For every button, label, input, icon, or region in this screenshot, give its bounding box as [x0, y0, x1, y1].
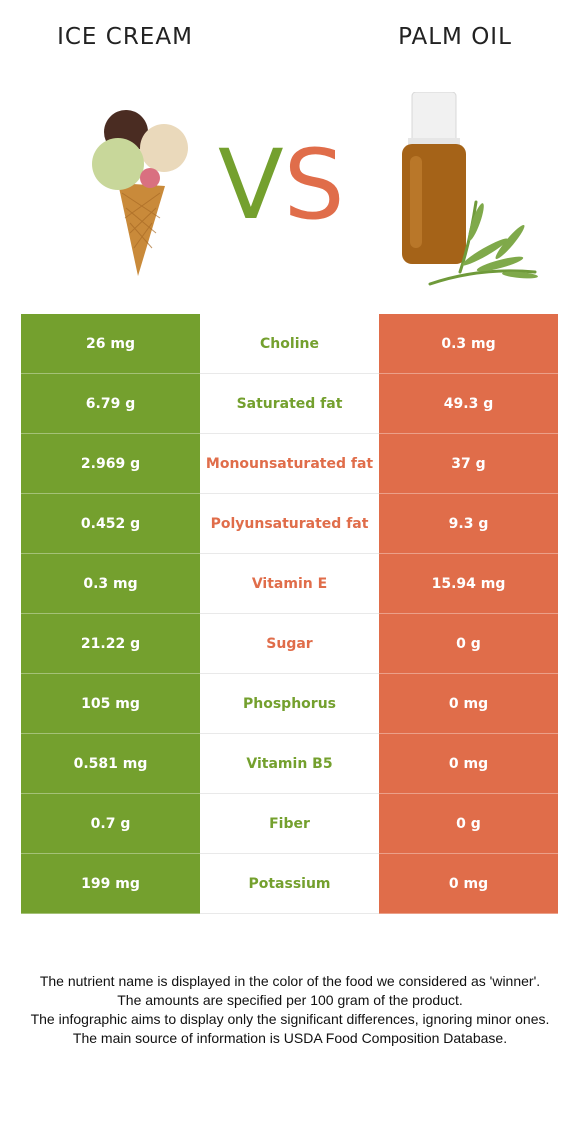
vs-label: VS: [218, 137, 358, 233]
table-row: 21.22 g Sugar 0 g: [21, 614, 558, 674]
palm-oil-image: [402, 92, 538, 286]
table-row: 0.452 g Polyunsaturated fat 9.3 g: [21, 494, 558, 554]
right-value: 0.3 mg: [379, 314, 558, 374]
ice-cream-image: [92, 110, 188, 276]
footer-notes: The nutrient name is displayed in the co…: [10, 972, 570, 1048]
footer-line-2: The amounts are specified per 100 gram o…: [117, 992, 463, 1008]
nutrient-name: Fiber: [200, 794, 379, 854]
right-value: 0 g: [379, 794, 558, 854]
left-value: 21.22 g: [21, 614, 200, 674]
right-value: 15.94 mg: [379, 554, 558, 614]
footer-line-4: The main source of information is USDA F…: [72, 1030, 508, 1046]
right-value: 9.3 g: [379, 494, 558, 554]
left-value: 199 mg: [21, 854, 200, 914]
footer-line-1: The nutrient name is displayed in the co…: [39, 973, 541, 989]
nutrient-name: Potassium: [200, 854, 379, 914]
nutrient-name: Monounsaturated fat: [200, 434, 379, 494]
table-row: 2.969 g Monounsaturated fat 37 g: [21, 434, 558, 494]
left-value: 0.7 g: [21, 794, 200, 854]
left-value: 105 mg: [21, 674, 200, 734]
left-value: 0.3 mg: [21, 554, 200, 614]
table-row: 199 mg Potassium 0 mg: [21, 854, 558, 914]
right-value: 49.3 g: [379, 374, 558, 434]
right-value: 0 mg: [379, 734, 558, 794]
left-value: 6.79 g: [21, 374, 200, 434]
nutrient-name: Vitamin B5: [200, 734, 379, 794]
left-value: 0.581 mg: [21, 734, 200, 794]
nutrient-name: Sugar: [200, 614, 379, 674]
nutrient-name: Polyunsaturated fat: [200, 494, 379, 554]
left-value: 26 mg: [21, 314, 200, 374]
nutrient-name: Phosphorus: [200, 674, 379, 734]
right-value: 0 mg: [379, 674, 558, 734]
right-food-title: PALM OIL: [398, 24, 512, 50]
nutrient-name: Vitamin E: [200, 554, 379, 614]
right-value: 0 mg: [379, 854, 558, 914]
right-value: 37 g: [379, 434, 558, 494]
table-row: 6.79 g Saturated fat 49.3 g: [21, 374, 558, 434]
table-row: 0.3 mg Vitamin E 15.94 mg: [21, 554, 558, 614]
left-food-title: ICE CREAM: [57, 24, 193, 50]
table-row: 105 mg Phosphorus 0 mg: [21, 674, 558, 734]
footer-line-3: The infographic aims to display only the…: [30, 1011, 550, 1027]
right-value: 0 g: [379, 614, 558, 674]
nutrient-name: Saturated fat: [200, 374, 379, 434]
table-row: 26 mg Choline 0.3 mg: [21, 314, 558, 374]
left-value: 2.969 g: [21, 434, 200, 494]
left-value: 0.452 g: [21, 494, 200, 554]
table-row: 0.7 g Fiber 0 g: [21, 794, 558, 854]
nutrient-name: Choline: [200, 314, 379, 374]
vs-v: V: [218, 129, 284, 241]
nutrient-comparison-table: 26 mg Choline 0.3 mg 6.79 g Saturated fat 49.…: [21, 314, 558, 914]
table-row: 0.581 mg Vitamin B5 0 mg: [21, 734, 558, 794]
vs-s: S: [283, 129, 345, 241]
